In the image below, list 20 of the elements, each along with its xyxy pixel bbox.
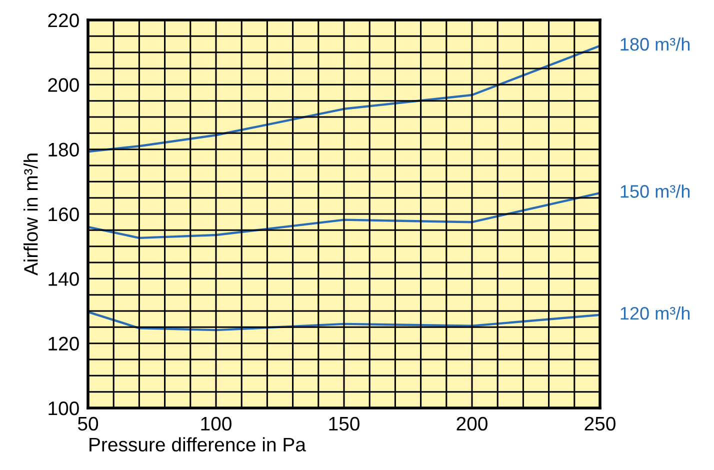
x-tick-label: 100 — [201, 416, 232, 431]
y-tick-label: 120 — [48, 336, 79, 351]
y-tick-label: 220 — [48, 13, 79, 28]
x-tick-label: 250 — [584, 416, 616, 431]
series-label: 150 m³/h — [620, 184, 690, 198]
y-tick-label: 100 — [48, 401, 79, 416]
series-label: 180 m³/h — [620, 37, 690, 51]
y-tick-label: 140 — [48, 272, 79, 286]
line-series — [88, 310, 600, 332]
line-series — [88, 44, 600, 153]
x-tick-label: 150 — [329, 416, 360, 431]
y-axis-title: Airflow in m³/h — [24, 154, 38, 276]
series-label: 120 m³/h — [620, 306, 690, 320]
y-tick-label: 160 — [48, 207, 79, 222]
y-tick-label: 200 — [48, 78, 79, 92]
x-tick-label: 50 — [78, 416, 98, 431]
y-tick-label: 180 — [48, 142, 79, 157]
line-series — [88, 192, 600, 240]
x-tick-label: 200 — [456, 416, 488, 431]
x-axis-title: Pressure difference in Pa — [90, 437, 306, 452]
